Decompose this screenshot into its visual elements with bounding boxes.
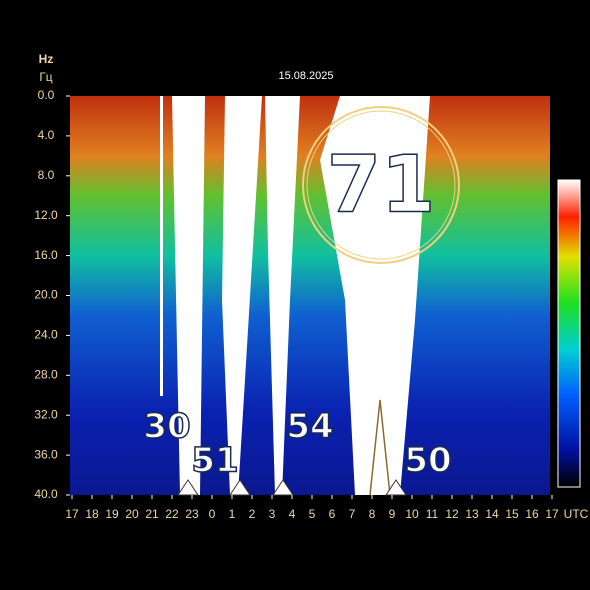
- date: 15.08.2025: [278, 70, 333, 82]
- y-label-local: Гц: [39, 70, 52, 84]
- y-tick-label: 40.0: [34, 487, 58, 501]
- x-tick-label: 3: [269, 507, 276, 521]
- y-tick-label: 0.0: [38, 88, 55, 102]
- y-tick-label: 12.0: [34, 208, 58, 222]
- annotation: 71: [327, 140, 436, 230]
- x-tick-label: 17: [545, 507, 559, 521]
- x-tick-label: 11: [426, 507, 439, 521]
- x-tick-label: 15: [505, 507, 519, 521]
- x-tick-label: 10: [405, 507, 419, 521]
- x-tick-label: 12: [445, 507, 459, 521]
- x-tick-label: 17: [65, 507, 79, 521]
- x-tick-label: 8: [369, 507, 376, 521]
- y-tick-label: 4.0: [38, 128, 55, 142]
- x-tick-label: 5: [309, 507, 316, 521]
- y-tick-label: 24.0: [34, 328, 58, 342]
- x-tick-label: 19: [105, 507, 119, 521]
- x-tick-label: 4: [289, 507, 296, 521]
- markers: [177, 479, 407, 496]
- x-tick-label: 23: [185, 507, 199, 521]
- y-tick-label: 28.0: [34, 367, 58, 381]
- y-label: Hz: [39, 52, 54, 66]
- y-tick-label: 16.0: [34, 248, 58, 262]
- saturated-bands: [160, 96, 430, 495]
- x-tick-label: 9: [389, 507, 396, 521]
- x-tick-label: 20: [125, 507, 139, 521]
- x-unit: UTC: [564, 507, 589, 521]
- x-tick-label: 18: [85, 507, 99, 521]
- x-tick-label: 21: [145, 507, 159, 521]
- annotation: 50: [404, 441, 451, 481]
- annotation: 30: [143, 407, 190, 447]
- x-tick-label: 1: [229, 507, 236, 521]
- color-bar: [557, 179, 581, 488]
- y-tick-label: 32.0: [34, 407, 58, 421]
- highlight-ring: [306, 110, 456, 260]
- annotation: 51: [191, 441, 238, 481]
- x-tick-label: 0: [209, 507, 216, 521]
- y-tick-label: 8.0: [38, 168, 55, 182]
- x-tick-label: 7: [349, 507, 356, 521]
- x-tick-label: 13: [465, 507, 479, 521]
- y-tick-label: 20.0: [34, 288, 58, 302]
- x-tick-label: 6: [329, 507, 336, 521]
- y-tick-label: 36.0: [34, 447, 58, 461]
- peak: [369, 399, 391, 496]
- x-tick-label: 16: [525, 507, 539, 521]
- x-tick-label: 2: [249, 507, 256, 521]
- annotation: 54: [286, 407, 333, 447]
- x-tick-label: 22: [165, 507, 179, 521]
- x-tick-label: 14: [485, 507, 499, 521]
- highlight-ring: [302, 106, 460, 264]
